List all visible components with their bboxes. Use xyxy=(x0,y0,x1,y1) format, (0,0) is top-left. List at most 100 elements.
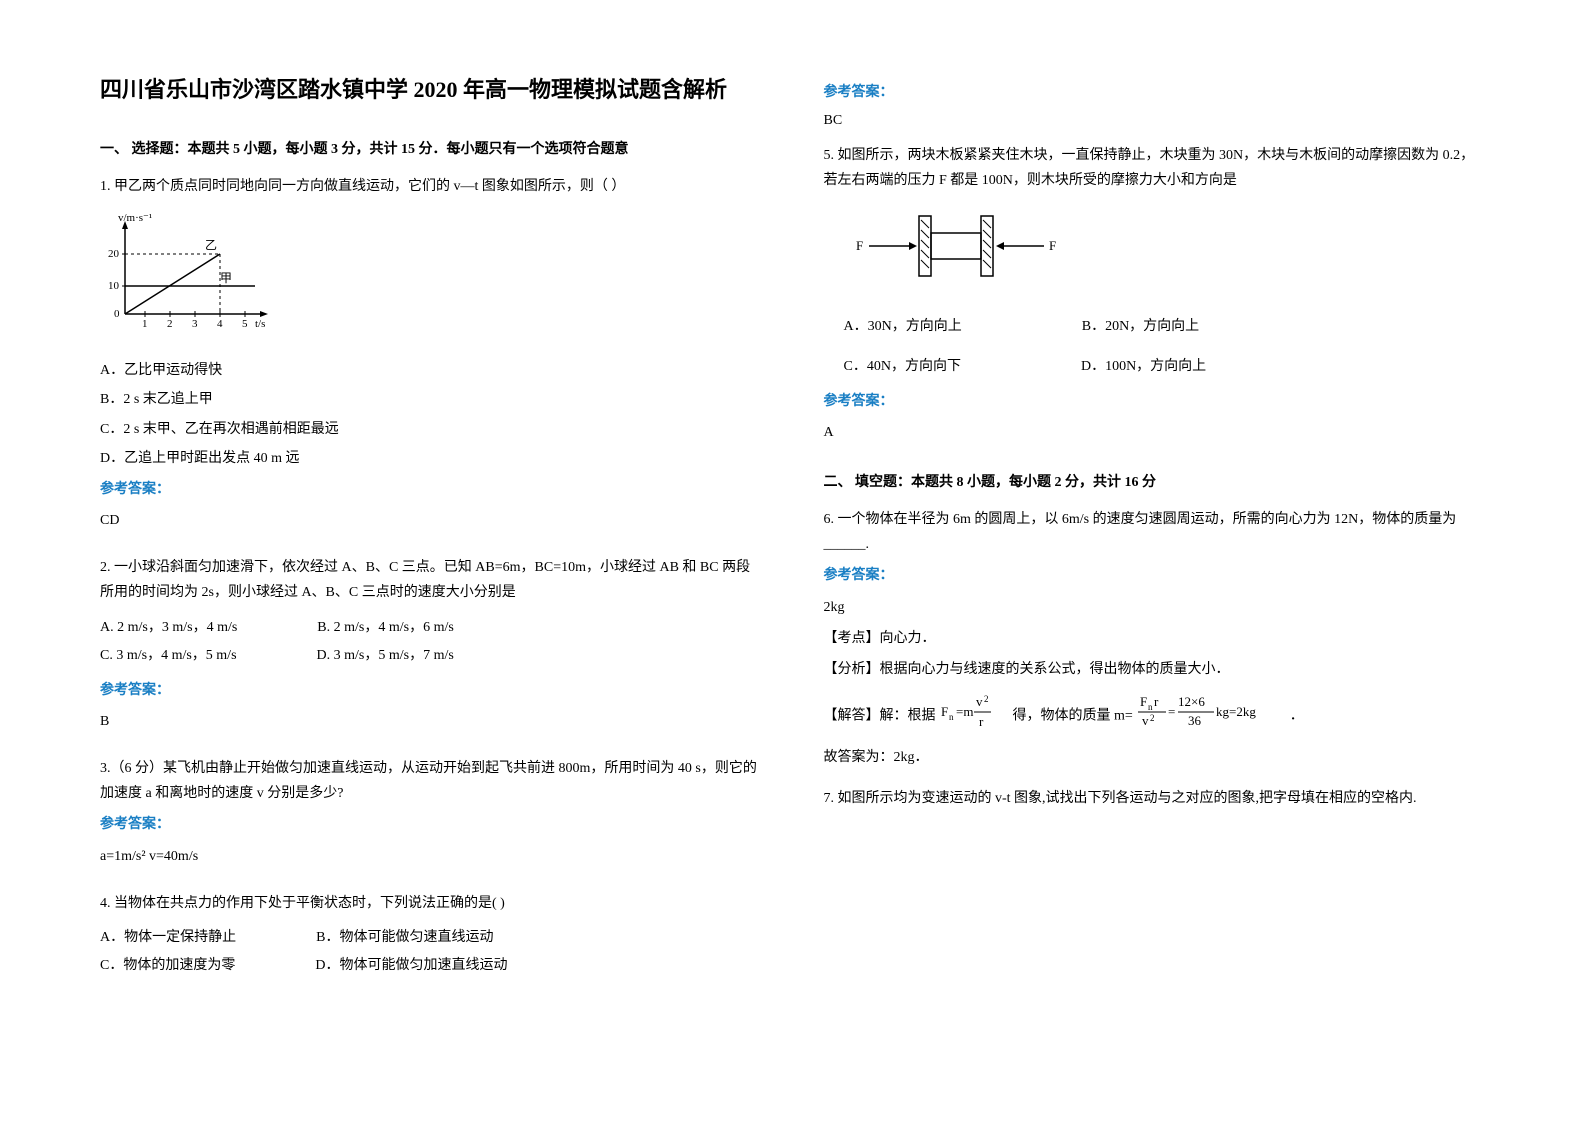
y-axis-label: v/m·s⁻¹ xyxy=(118,212,152,224)
q2-options: A. 2 m/s，3 m/s，4 m/s B. 2 m/s，4 m/s，6 m/… xyxy=(100,614,764,670)
svg-text:r: r xyxy=(979,714,984,729)
q1-text: 1. 甲乙两个质点同时同地向同一方向做直线运动，它们的 v—t 图象如图所示，则… xyxy=(100,174,764,199)
q3-answer: a=1m/s² v=40m/s xyxy=(100,844,764,869)
hatch-l5 xyxy=(921,260,929,268)
svg-text:2: 2 xyxy=(1150,713,1155,723)
svg-text:n: n xyxy=(949,712,954,722)
q1-answer: CD xyxy=(100,508,764,533)
q5-opt-c: C．40N，方向向下 xyxy=(844,353,961,381)
q5-opt-b: B．20N，方向向上 xyxy=(1082,313,1199,341)
q1-answer-label: 参考答案： xyxy=(100,477,764,502)
q2-opt-b: B. 2 m/s，4 m/s，6 m/s xyxy=(317,614,454,642)
q1-chart: v/m·s⁻¹ 0 10 20 1 2 3 4 5 t/s xyxy=(100,209,764,348)
q2-answer: B xyxy=(100,709,764,734)
q6-solve-mid: 得，物体的质量 m= xyxy=(1013,709,1133,724)
x-arrow xyxy=(260,311,268,317)
block xyxy=(931,233,981,259)
q1-opt-d: D．乙追上甲时距出发点 40 m 远 xyxy=(100,446,764,471)
q5-answer-label: 参考答案： xyxy=(824,389,1488,414)
q1-opt-b: B．2 s 末乙追上甲 xyxy=(100,387,764,412)
xtick-2: 2 xyxy=(167,318,173,330)
question-7: 7. 如图所示均为变速运动的 v-t 图象,试找出下列各运动与之对应的图象,把字… xyxy=(824,786,1488,811)
question-2: 2. 一小球沿斜面匀加速滑下，依次经过 A、B、C 三点。已知 AB=6m，BC… xyxy=(100,555,764,740)
svg-text:r: r xyxy=(1154,694,1159,709)
hatch-r4 xyxy=(983,250,991,258)
hatch-l3 xyxy=(921,240,929,248)
q3-answer-label: 参考答案： xyxy=(100,812,764,837)
svg-text:12×6: 12×6 xyxy=(1178,694,1205,709)
q3-text: 3.（6 分）某飞机由静止开始做匀加速直线运动，从运动开始到起飞共前进 800m… xyxy=(100,756,764,806)
q2-opt-d: D. 3 m/s，5 m/s，7 m/s xyxy=(317,642,454,670)
q4-opt-c: C．物体的加速度为零 xyxy=(100,952,235,980)
question-3: 3.（6 分）某飞机由静止开始做匀加速直线运动，从运动开始到起飞共前进 800m… xyxy=(100,756,764,875)
right-column: 参考答案： BC 5. 如图所示，两块木板紧紧夹住木块，一直保持静止，木块重为 … xyxy=(824,75,1488,1047)
q1-options: A．乙比甲运动得快 B．2 s 末乙追上甲 C．2 s 末甲、乙在再次相遇前相距… xyxy=(100,358,764,471)
q1-opt-a: A．乙比甲运动得快 xyxy=(100,358,764,383)
svg-text:v: v xyxy=(976,694,983,709)
q5-options: A．30N，方向向上 B．20N，方向向上 C．40N，方向向下 D．100N，… xyxy=(844,313,1488,381)
tick-10: 10 xyxy=(108,280,120,292)
q6-method: 【分析】根据向心力与线速度的关系公式，得出物体的质量大小． xyxy=(824,657,1488,682)
hatch-l2 xyxy=(921,230,929,238)
q4-answer: BC xyxy=(824,113,1488,129)
svg-text:36: 36 xyxy=(1188,713,1202,728)
vt-graph-svg: v/m·s⁻¹ 0 10 20 1 2 3 4 5 t/s xyxy=(100,209,280,339)
q2-answer-label: 参考答案： xyxy=(100,678,764,703)
q2-opt-c: C. 3 m/s，4 m/s，5 m/s xyxy=(100,642,237,670)
question-6: 6. 一个物体在半径为 6m 的圆周上，以 6m/s 的速度匀速圆周运动，所需的… xyxy=(824,507,1488,770)
right-arrow-head xyxy=(996,242,1004,250)
q6-solve-suffix: ． xyxy=(1290,709,1304,724)
document-title: 四川省乐山市沙湾区踏水镇中学 2020 年高一物理模拟试题含解析 xyxy=(100,75,764,106)
q2-text: 2. 一小球沿斜面匀加速滑下，依次经过 A、B、C 三点。已知 AB=6m，BC… xyxy=(100,555,764,605)
right-f-label: F xyxy=(1049,238,1056,253)
svg-text:kg=2kg: kg=2kg xyxy=(1216,704,1256,719)
q5-text: 5. 如图所示，两块木板紧紧夹住木块，一直保持静止，木块重为 30N，木块与木板… xyxy=(824,143,1488,193)
svg-text:v: v xyxy=(1142,713,1149,728)
svg-text:2: 2 xyxy=(984,694,989,704)
q5-opt-a: A．30N，方向向上 xyxy=(844,313,962,341)
tick-20: 20 xyxy=(108,248,120,260)
svg-text:=: = xyxy=(1168,704,1175,719)
q5-diagram: F F xyxy=(844,208,1488,297)
xtick-5: 5 xyxy=(242,318,248,330)
label-yi: 乙 xyxy=(205,238,217,252)
q4-opt-a: A．物体一定保持静止 xyxy=(100,924,236,952)
q6-solve-prefix: 【解答】解：根据 xyxy=(824,709,936,724)
q4-opt-b: B．物体可能做匀速直线运动 xyxy=(316,924,493,952)
q4-answer-label: 参考答案： xyxy=(824,81,1488,101)
q7-text: 7. 如图所示均为变速运动的 v-t 图象,试找出下列各运动与之对应的图象,把字… xyxy=(824,786,1488,811)
hatch-l4 xyxy=(921,250,929,258)
x-axis-label: t/s xyxy=(255,318,265,330)
tick-0: 0 xyxy=(114,308,120,320)
q6-solve: 【解答】解：根据 Fn =m v2 r 得，物体的质量 m= Fnr v2 = … xyxy=(824,692,1488,741)
xtick-3: 3 xyxy=(192,318,198,330)
q4-opt-d: D．物体可能做匀加速直线运动 xyxy=(315,952,507,980)
question-4: 4. 当物体在共点力的作用下处于平衡状态时，下列说法正确的是( ) A．物体一定… xyxy=(100,891,764,988)
q6-answer-label: 参考答案： xyxy=(824,563,1488,588)
left-f-label: F xyxy=(856,238,863,253)
left-arrow-head xyxy=(909,242,917,250)
q4-text: 4. 当物体在共点力的作用下处于平衡状态时，下列说法正确的是( ) xyxy=(100,891,764,916)
q2-opt-a: A. 2 m/s，3 m/s，4 m/s xyxy=(100,614,237,642)
left-column: 四川省乐山市沙湾区踏水镇中学 2020 年高一物理模拟试题含解析 一、 选择题：… xyxy=(100,75,764,1047)
svg-text:F: F xyxy=(1140,694,1147,709)
right-board xyxy=(981,216,993,276)
left-board xyxy=(919,216,931,276)
xtick-1: 1 xyxy=(142,318,148,330)
hatch-r2 xyxy=(983,230,991,238)
q5-answer: A xyxy=(824,420,1488,445)
q5-opt-d: D．100N，方向向上 xyxy=(1081,353,1206,381)
section-2-header: 二、 填空题：本题共 8 小题，每小题 2 分，共计 16 分 xyxy=(824,471,1488,491)
q1-opt-c: C．2 s 末甲、乙在再次相遇前相距最远 xyxy=(100,417,764,442)
q6-point: 【考点】向心力． xyxy=(824,626,1488,651)
svg-text:F: F xyxy=(941,704,948,719)
question-5: 5. 如图所示，两块木板紧紧夹住木块，一直保持静止，木块重为 30N，木块与木板… xyxy=(824,143,1488,451)
q6-answer: 2kg xyxy=(824,595,1488,620)
svg-text:=m: =m xyxy=(956,704,973,719)
section-1-header: 一、 选择题：本题共 5 小题，每小题 3 分，共计 15 分．每小题只有一个选… xyxy=(100,138,764,158)
label-jia: 甲 xyxy=(220,271,232,285)
hatch-l1 xyxy=(921,220,929,228)
hatch-r5 xyxy=(983,260,991,268)
hatch-r1 xyxy=(983,220,991,228)
xtick-4: 4 xyxy=(217,318,223,330)
